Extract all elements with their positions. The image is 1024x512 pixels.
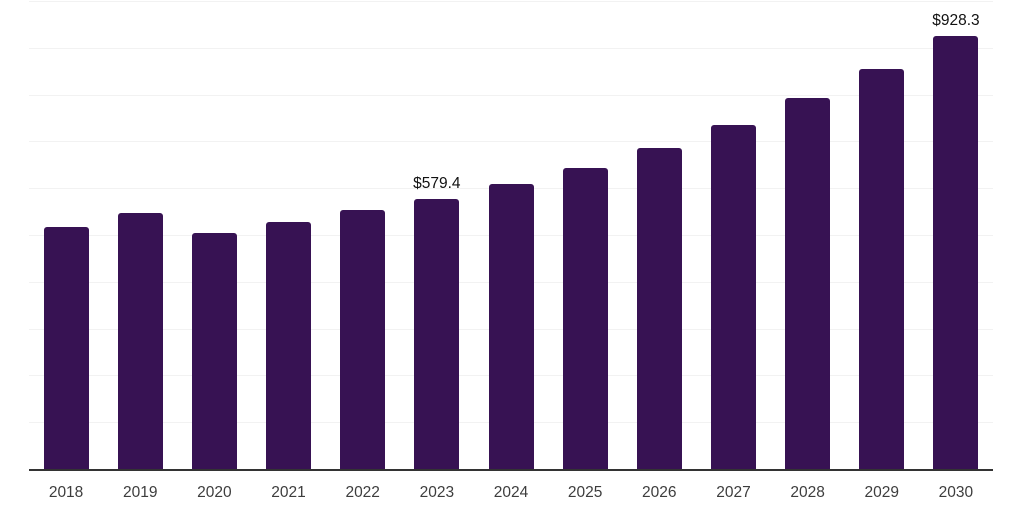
- x-tick-2020: 2020: [197, 484, 232, 501]
- x-tick-2023: 2023: [419, 484, 455, 501]
- bar-2023: [414, 198, 460, 470]
- x-tick-2028: 2028: [790, 484, 825, 501]
- x-axis-ticks: 2018 2019 2020 2021 2022 2023 2024 2025 2026 2027…: [29, 484, 993, 506]
- x-tick-2025: 2025: [567, 484, 603, 501]
- x-tick-2026: 2026: [642, 484, 677, 501]
- bar-2025: [562, 168, 608, 470]
- x-tick-2024: 2024: [493, 484, 529, 501]
- gridline-900: [29, 47, 993, 49]
- bar-2020: [191, 232, 237, 470]
- x-tick-2027: 2027: [716, 484, 751, 501]
- bar-2021: [266, 221, 312, 470]
- bar-2022: [340, 209, 386, 470]
- data-label-2023: $579.4: [413, 175, 461, 193]
- x-axis-line: [29, 469, 993, 471]
- gridline-1000: [29, 1, 993, 2]
- bar-2019: [117, 212, 163, 470]
- plot-area: $579.4 $928.3: [29, 0, 993, 470]
- bar-2024: [488, 183, 534, 470]
- bar-2027: [710, 125, 756, 470]
- x-tick-2021: 2021: [271, 484, 306, 501]
- x-tick-2018: 2018: [48, 484, 84, 501]
- bar-2018: [43, 226, 89, 470]
- gridline-700: [29, 141, 993, 143]
- gridline-800: [29, 94, 993, 96]
- x-tick-2022: 2022: [345, 484, 380, 501]
- bar-2026: [636, 148, 682, 470]
- bar-2029: [859, 68, 905, 470]
- x-tick-2019: 2019: [122, 484, 158, 501]
- data-label-2030: $928.3: [932, 11, 980, 29]
- bar-2028: [785, 97, 831, 470]
- bar-2030: [933, 35, 979, 470]
- x-tick-2030: 2030: [938, 484, 974, 501]
- x-tick-2029: 2029: [864, 484, 900, 501]
